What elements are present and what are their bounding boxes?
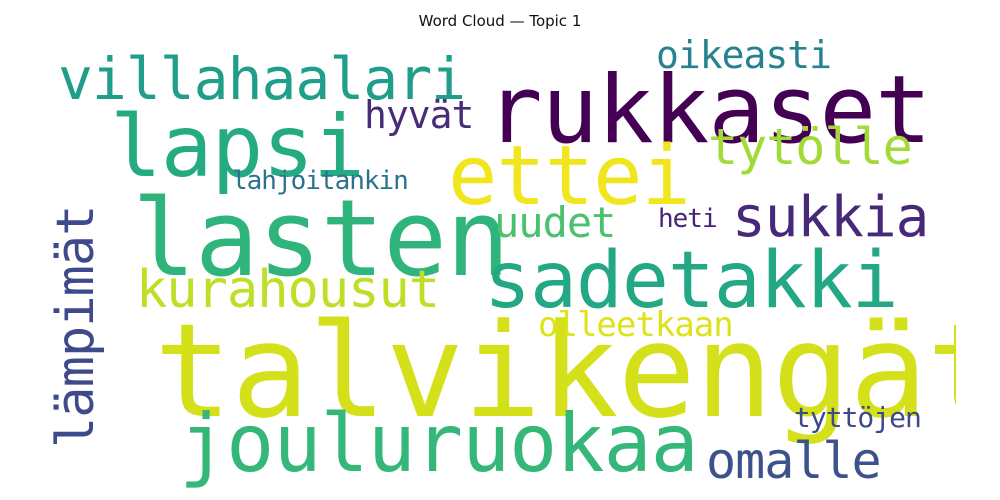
word-cloud: talvikengät lasten rukkaset jouluruokaa … <box>46 36 956 488</box>
word-jouluruokaa: jouluruokaa <box>179 397 699 488</box>
word-sadetakki: sadetakki <box>484 236 899 326</box>
word-uudet: uudet <box>494 198 616 247</box>
word-olleetkaan: olleetkaan <box>538 305 734 345</box>
word-talvikengat: talvikengät <box>154 295 956 447</box>
word-tyttojen: tyttöjen <box>794 401 922 434</box>
word-lasten: lasten <box>132 177 510 300</box>
word-ettei: ettei <box>448 129 691 224</box>
word-oikeasti: oikeasti <box>656 36 832 77</box>
word-hyvat: hyvät <box>364 93 474 137</box>
word-lahjoitankin: lahjoitankin <box>232 166 409 196</box>
word-villahaalari: villahaalari <box>58 45 466 113</box>
word-heti: heti <box>658 204 718 234</box>
word-omalle: omalle <box>706 432 882 488</box>
word-tytolle: tytölle <box>708 118 913 176</box>
word-lampimat: lämpimät <box>46 205 106 448</box>
word-kurahousut: kurahousut <box>136 260 440 320</box>
word-sukkia: sukkia <box>732 185 929 250</box>
word-lapsi: lapsi <box>110 97 365 197</box>
chart-title: Word Cloud — Topic 1 <box>418 12 582 30</box>
word-rukkaset: rukkaset <box>486 56 932 165</box>
